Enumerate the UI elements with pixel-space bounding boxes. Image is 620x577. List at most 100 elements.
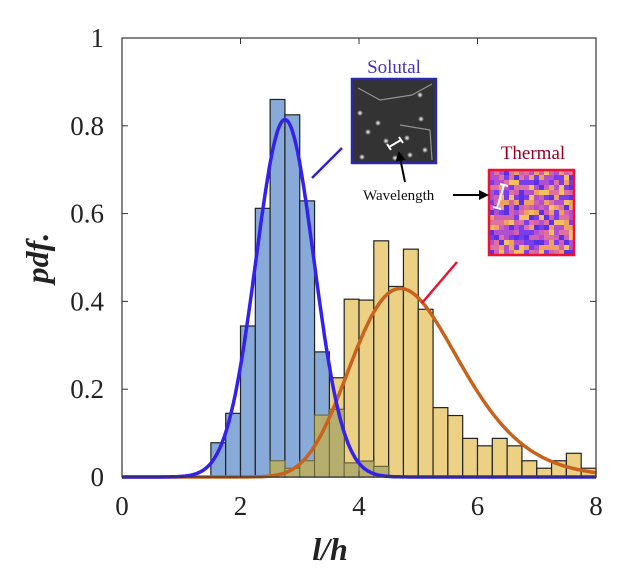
thermal-pixel <box>519 200 524 205</box>
thermal-pixel <box>519 190 524 195</box>
thermal-pixel <box>569 230 574 235</box>
thermal-pixel <box>564 210 569 215</box>
thermal-pixel <box>534 215 539 220</box>
thermal-pixel <box>564 190 569 195</box>
thermal-pixel <box>499 225 504 230</box>
thermal-pixel <box>504 195 509 200</box>
thermal-pixel <box>559 205 564 210</box>
thermal-pixel <box>489 195 494 200</box>
thermal-pixel <box>564 205 569 210</box>
thermal-pixel <box>554 180 559 185</box>
thermal-pixel <box>529 210 534 215</box>
thermal-pixel <box>564 175 569 180</box>
thermal-pixel <box>529 240 534 245</box>
thermal-pixel <box>569 225 574 230</box>
thermal-pixel <box>549 175 554 180</box>
thermal-pixel <box>549 180 554 185</box>
thermal-pixel <box>544 235 549 240</box>
thermal-bar <box>432 407 449 478</box>
thermal-pixel <box>539 190 544 195</box>
thermal-pixel <box>509 230 514 235</box>
thermal-pixel <box>499 220 504 225</box>
thermal-pixel <box>504 200 509 205</box>
thermal-pixel <box>544 225 549 230</box>
thermal-pixel <box>549 210 554 215</box>
thermal-pixel <box>544 175 549 180</box>
thermal-pixel <box>569 190 574 195</box>
thermal-pixel <box>549 250 554 255</box>
thermal-pixel <box>549 240 554 245</box>
thermal-pixel <box>509 170 514 175</box>
thermal-pixel <box>514 215 519 220</box>
thermal-pixel <box>499 200 504 205</box>
x-tick-label: 4 <box>352 491 366 521</box>
thermal-pixel <box>559 180 564 185</box>
thermal-pixel <box>564 220 569 225</box>
thermal-pixel <box>494 180 499 185</box>
thermal-pixel <box>539 175 544 180</box>
solutal-connector <box>311 147 343 179</box>
thermal-pixel <box>529 205 534 210</box>
overlap-bar <box>343 462 360 478</box>
thermal-pixel <box>539 205 544 210</box>
x-tick-label: 2 <box>234 491 248 521</box>
y-axis-label: pdf. <box>19 233 55 287</box>
thermal-pixel <box>569 200 574 205</box>
solutal-spot <box>359 154 365 160</box>
thermal-pixel <box>554 185 559 190</box>
solutal-spot <box>417 92 423 98</box>
thermal-pixel <box>544 240 549 245</box>
thermal-pixel <box>504 245 509 250</box>
thermal-pixel <box>494 175 499 180</box>
thermal-pixel <box>554 215 559 220</box>
thermal-pixel <box>534 205 539 210</box>
thermal-pixel <box>564 170 569 175</box>
thermal-pixel <box>539 180 544 185</box>
y-tick-label: 0.6 <box>70 199 104 229</box>
thermal-pixel <box>539 250 544 255</box>
x-tick-label: 0 <box>115 491 129 521</box>
thermal-pixel <box>524 200 529 205</box>
solutal-spot <box>375 120 381 126</box>
thermal-pixel <box>504 250 509 255</box>
thermal-pixel <box>514 185 519 190</box>
thermal-inset-image <box>489 170 574 255</box>
thermal-pixel <box>509 180 514 185</box>
thermal-pixel <box>539 195 544 200</box>
thermal-pixel <box>534 250 539 255</box>
thermal-pixel <box>494 185 499 190</box>
wavelength-arrow-up <box>395 151 406 183</box>
thermal-pixel <box>489 175 494 180</box>
thermal-pixel <box>564 180 569 185</box>
thermal-pixel <box>554 225 559 230</box>
thermal-connector <box>421 261 458 304</box>
thermal-wavelength-marker <box>492 183 509 210</box>
thermal-pixel <box>544 210 549 215</box>
solutal-spot <box>383 138 389 144</box>
thermal-pixel <box>519 245 524 250</box>
thermal-pixel <box>554 175 559 180</box>
thermal-pixel <box>504 185 509 190</box>
thermal-pixel <box>494 235 499 240</box>
thermal-pixel <box>529 170 534 175</box>
thermal-pixel <box>489 180 494 185</box>
thermal-pixel <box>554 200 559 205</box>
thermal-pixel <box>569 175 574 180</box>
thermal-bar <box>402 248 419 478</box>
thermal-pixel <box>514 175 519 180</box>
thermal-pixel <box>529 220 534 225</box>
thermal-pixel <box>494 240 499 245</box>
solutal-bar <box>284 114 301 478</box>
y-tick-label: 0.2 <box>70 374 104 404</box>
thermal-pixel <box>524 225 529 230</box>
thermal-pixel <box>534 235 539 240</box>
thermal-pixel <box>509 190 514 195</box>
thermal-pixel <box>519 215 524 220</box>
thermal-pixel <box>559 210 564 215</box>
thermal-pixel <box>544 185 549 190</box>
thermal-pixel <box>524 230 529 235</box>
thermal-pixel <box>564 245 569 250</box>
solutal-spot <box>422 147 428 153</box>
thermal-pixel <box>489 245 494 250</box>
thermal-bar <box>565 452 582 478</box>
